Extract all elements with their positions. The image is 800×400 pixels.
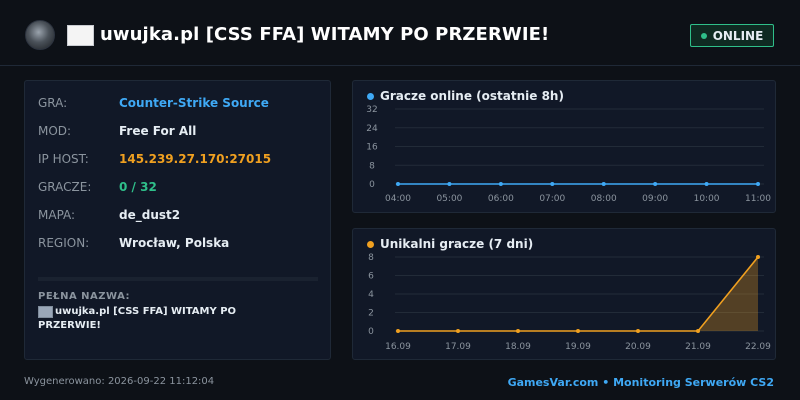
x-tick-label: 05:00 — [436, 194, 462, 204]
server-avatar — [25, 20, 55, 50]
x-tick-label: 06:00 — [488, 194, 514, 204]
legend-dot-icon — [367, 92, 374, 100]
info-value-map: de_dust2 — [119, 208, 181, 222]
data-point — [550, 182, 555, 186]
full-name-label: PEŁNA NAZWA: — [38, 291, 131, 302]
data-point — [653, 182, 658, 186]
x-tick-label: 20.09 — [625, 342, 651, 352]
x-tick-label: 17.09 — [445, 342, 471, 352]
x-tick-label: 07:00 — [539, 194, 565, 204]
x-tick-label: 16.09 — [385, 342, 411, 352]
status-dot-icon — [700, 32, 707, 39]
series-area — [398, 257, 758, 331]
footer-brand-link[interactable]: GamesVar.com • Monitoring Serwerów CS2 — [507, 376, 774, 389]
info-label: GRACZE: — [38, 180, 92, 194]
y-tick-label: 0 — [369, 180, 375, 190]
y-tick-label: 32 — [366, 105, 377, 115]
data-point — [636, 329, 640, 333]
y-tick-label: 8 — [369, 161, 375, 171]
y-tick-label: 24 — [366, 124, 378, 134]
x-tick-label: 22.09 — [745, 342, 771, 352]
data-point — [576, 329, 580, 333]
info-label: MOD: — [38, 124, 72, 138]
unique-players-chart: 0 2 4 6 8 16.09 17.09 18.09 19.09 20.09 21.09 22.09 — [368, 253, 771, 352]
players-online-chart-panel: Gracze online (ostatnie 8h) 0 8 16 24 32 04:0… — [352, 80, 776, 213]
info-label: REGION: — [38, 236, 90, 250]
status-badge: ONLINE — [690, 24, 774, 47]
chart-title-text: Gracze online (ostatnie 8h) — [380, 89, 564, 103]
info-value-game: Counter-Strike Source — [119, 96, 269, 110]
info-value-ip[interactable]: 145.239.27.170:27015 — [119, 152, 272, 166]
x-tick-label: 04:00 — [385, 194, 411, 204]
info-value-region: Wrocław, Polska — [119, 236, 230, 250]
info-label: GRA: — [38, 96, 68, 110]
data-point — [396, 182, 400, 186]
flag-icon — [67, 25, 94, 46]
info-label: IP HOST: — [38, 152, 89, 166]
generated-timestamp: Wygenerowano: 2026-09-22 11:12:04 — [24, 376, 215, 387]
y-tick-label: 4 — [368, 290, 374, 300]
server-info-panel: GRA: Counter-Strike Source MOD: Free For… — [24, 80, 331, 360]
chart-title: Unikalni gracze (7 dni) — [367, 237, 533, 251]
data-point — [704, 182, 709, 186]
unique-players-chart-panel: Unikalni gracze (7 dni) 0 2 4 6 8 16.09 17.09 1… — [352, 228, 776, 360]
info-value-mod: Free For All — [119, 124, 197, 138]
data-point — [516, 329, 520, 333]
flag-icon — [38, 306, 53, 318]
y-tick-label: 0 — [368, 327, 374, 337]
players-online-chart: 0 8 16 24 32 04:00 05:00 06:00 07:00 08:00 09:00 10… — [366, 105, 771, 204]
x-tick-label: 21.09 — [685, 342, 711, 352]
data-point — [696, 329, 700, 333]
data-point — [498, 182, 503, 186]
server-title: uwujka.pl [CSS FFA] WITAMY PO PRZERWIE! — [100, 24, 550, 45]
info-value-players: 0 / 32 — [119, 180, 157, 194]
data-point — [447, 182, 452, 186]
chart-title: Gracze online (ostatnie 8h) — [367, 89, 564, 103]
status-text: ONLINE — [712, 28, 764, 43]
data-point — [396, 329, 400, 333]
chart-title-text: Unikalni gracze (7 dni) — [380, 237, 534, 251]
info-divider — [38, 277, 318, 281]
y-tick-label: 8 — [368, 253, 374, 263]
y-tick-label: 6 — [368, 272, 374, 282]
x-tick-label: 10:00 — [694, 194, 720, 204]
y-tick-label: 16 — [366, 143, 378, 153]
x-tick-label: 18.09 — [505, 342, 531, 352]
legend-dot-icon — [367, 240, 374, 248]
info-label: MAPA: — [38, 208, 76, 222]
x-tick-label: 08:00 — [591, 194, 617, 204]
data-point — [456, 329, 460, 333]
header: uwujka.pl [CSS FFA] WITAMY PO PRZERWIE! … — [0, 0, 800, 66]
y-tick-label: 2 — [368, 309, 374, 319]
x-tick-label: 11:00 — [745, 194, 771, 204]
x-tick-label: 19.09 — [565, 342, 591, 352]
x-tick-label: 09:00 — [642, 194, 668, 204]
data-point — [756, 255, 760, 259]
full-name-value: uwujka.pl [CSS FFA] WITAMY PO PRZERWIE! — [38, 306, 237, 331]
data-point — [756, 182, 760, 186]
data-point — [601, 182, 606, 186]
